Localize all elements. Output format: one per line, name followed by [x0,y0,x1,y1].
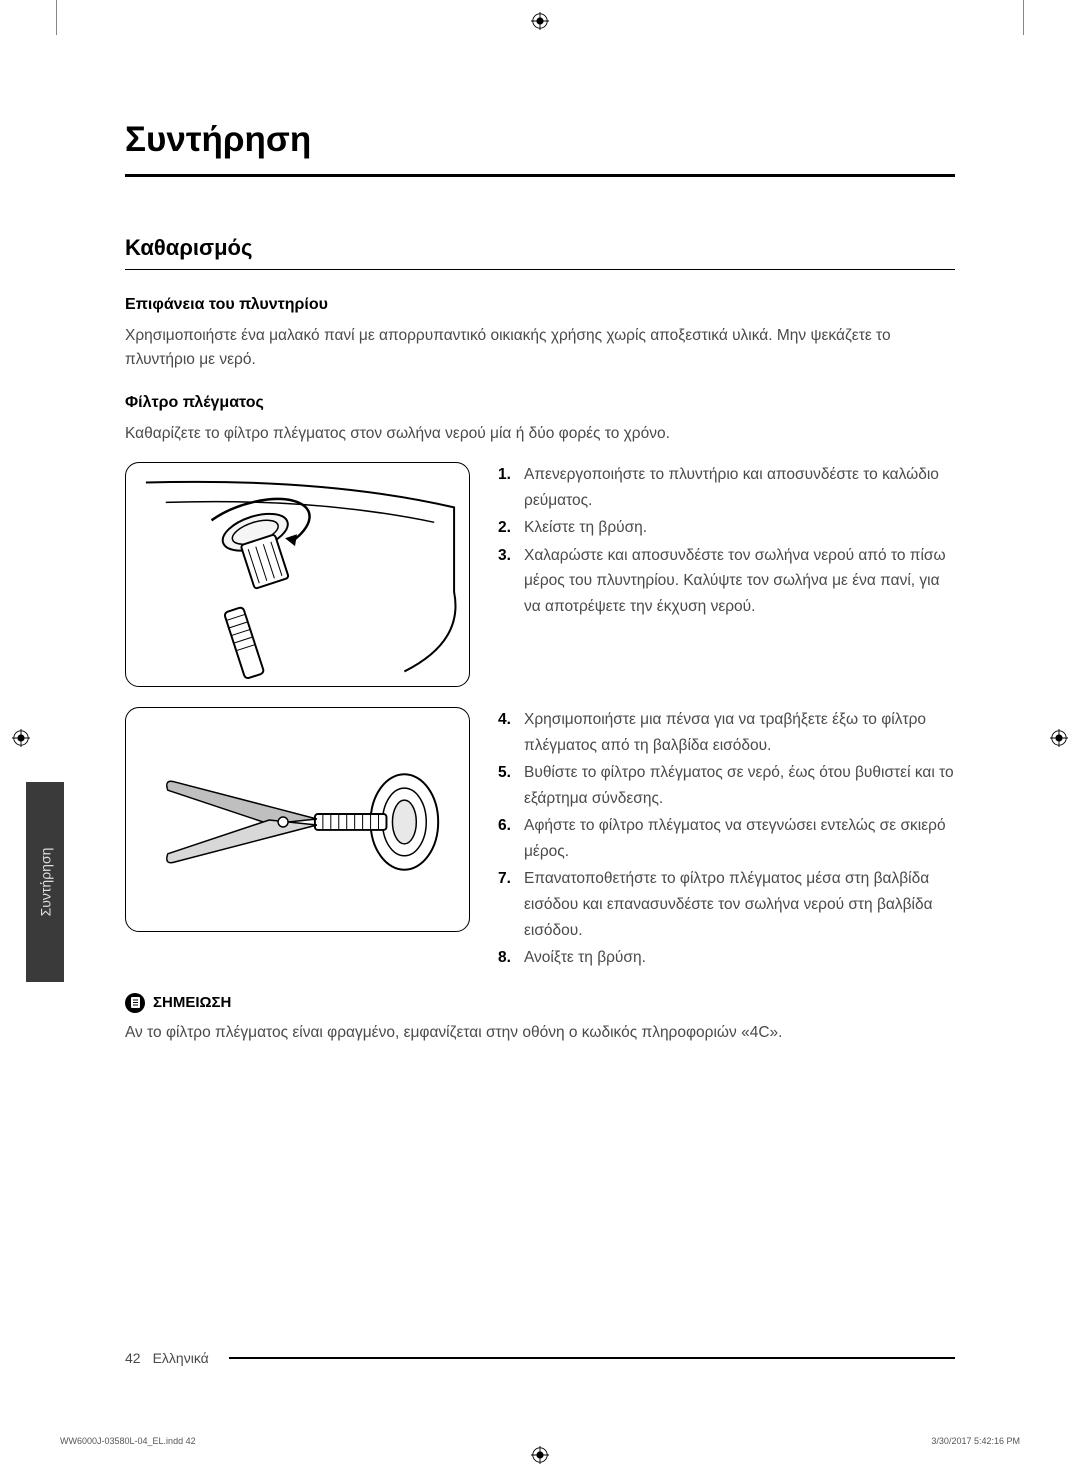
step-text: Ανοίξτε τη βρύση. [524,945,955,971]
section-title: Καθαρισμός [125,235,955,270]
step-text: Χρησιμοποιήστε μια πένσα για να τραβήξετ… [524,707,955,758]
note-text: Αν το φίλτρο πλέγματος είναι φραγμένο, ε… [125,1021,955,1045]
step-text: Αφήστε το φίλτρο πλέγματος να στεγνώσει … [524,813,955,864]
step-item: 8.Ανοίξτε τη βρύση. [498,945,955,971]
step-item: 6.Αφήστε το φίλτρο πλέγματος να στεγνώσε… [498,813,955,864]
step-item: 7.Επανατοποθετήστε το φίλτρο πλέγματος μ… [498,866,955,943]
step-number: 8. [498,945,524,971]
diagram-filter-pliers [125,707,470,932]
diagram-row-2: 4.Χρησιμοποιήστε μια πένσα για να τραβήξ… [125,707,955,973]
page-footer: 42 Ελληνικά [125,1350,955,1366]
step-item: 5.Βυθίστε το φίλτρο πλέγματος σε νερό, έ… [498,760,955,811]
step-text: Απενεργοποιήστε το πλυντήριο και αποσυνδ… [524,462,955,513]
step-item: 3.Χαλαρώστε και αποσυνδέστε τον σωλήνα ν… [498,543,955,620]
filter-intro: Καθαρίζετε το φίλτρο πλέγματος στον σωλή… [125,422,955,446]
step-number: 6. [498,813,524,864]
step-number: 4. [498,707,524,758]
filter-heading: Φίλτρο πλέγματος [125,394,955,412]
page-number: 42 [125,1350,141,1366]
side-tab-label: Συντήρηση [37,848,53,917]
print-metadata: WW6000J-03580L-04_EL.indd 42 3/30/2017 5… [60,1436,1020,1446]
step-text: Κλείστε τη βρύση. [524,515,955,541]
step-number: 3. [498,543,524,620]
step-number: 2. [498,515,524,541]
step-number: 1. [498,462,524,513]
registration-mark-icon [1050,729,1068,747]
registration-mark-icon [531,12,549,30]
diagram-hose-disconnect [125,462,470,687]
note-block: ΣΗΜΕΙΩΣΗ Αν το φίλτρο πλέγματος είναι φρ… [125,993,955,1045]
footer-rule [229,1357,955,1359]
step-text: Επανατοποθετήστε το φίλτρο πλέγματος μέσ… [524,866,955,943]
surface-text: Χρησιμοποιήστε ένα μαλακό πανί με απορρυ… [125,324,955,372]
page-content: Συντήρηση Καθαρισμός Επιφάνεια του πλυντ… [125,120,955,1045]
note-icon [125,993,145,1013]
page-language: Ελληνικά [153,1350,209,1366]
step-item: 2.Κλείστε τη βρύση. [498,515,955,541]
step-text: Βυθίστε το φίλτρο πλέγματος σε νερό, έως… [524,760,955,811]
registration-mark-icon [531,1446,549,1464]
step-number: 7. [498,866,524,943]
step-item: 1.Απενεργοποιήστε το πλυντήριο και αποσυ… [498,462,955,513]
side-tab: Συντήρηση [26,782,64,982]
steps-list-b: 4.Χρησιμοποιήστε μια πένσα για να τραβήξ… [498,707,955,973]
step-item: 4.Χρησιμοποιήστε μια πένσα για να τραβήξ… [498,707,955,758]
step-text: Χαλαρώστε και αποσυνδέστε τον σωλήνα νερ… [524,543,955,620]
diagram-row-1: 1.Απενεργοποιήστε το πλυντήριο και αποσυ… [125,462,955,687]
note-label: ΣΗΜΕΙΩΣΗ [153,994,231,1011]
surface-heading: Επιφάνεια του πλυντηρίου [125,296,955,314]
print-file: WW6000J-03580L-04_EL.indd 42 [60,1436,196,1446]
registration-mark-icon [12,729,30,747]
print-timestamp: 3/30/2017 5:42:16 PM [931,1436,1020,1446]
steps-list-a: 1.Απενεργοποιήστε το πλυντήριο και αποσυ… [498,462,955,621]
step-number: 5. [498,760,524,811]
chapter-title: Συντήρηση [125,120,955,177]
